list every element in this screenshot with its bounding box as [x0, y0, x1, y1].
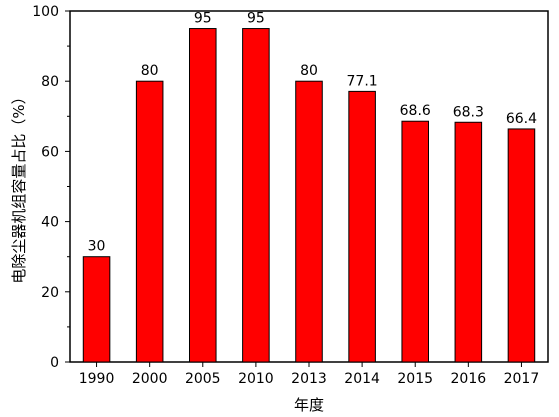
- x-tick-label-2010: 2010: [238, 371, 274, 387]
- x-tick-label-2017: 2017: [504, 371, 540, 387]
- value-label-1990: 30: [88, 239, 106, 255]
- value-label-2015: 68.6: [400, 103, 431, 119]
- x-tick-label-2016: 2016: [451, 371, 487, 387]
- y-tick-label-100: 100: [32, 4, 59, 20]
- x-tick-label-1990: 1990: [79, 371, 115, 387]
- bar-2013: [295, 80, 323, 363]
- x-tick-label-2015: 2015: [397, 371, 433, 387]
- y-tick-label-20: 20: [41, 285, 59, 301]
- bar-2017: [507, 128, 536, 363]
- bar-1990: [82, 256, 111, 363]
- value-label-2005: 95: [194, 11, 212, 27]
- y-axis-title: 电除尘器机组容量占比（%）: [10, 89, 28, 283]
- value-label-2017: 66.4: [506, 111, 537, 127]
- value-label-2000: 80: [141, 63, 159, 79]
- y-tick-label-60: 60: [41, 144, 59, 160]
- y-tick-label-40: 40: [41, 215, 59, 231]
- x-tick-label-2005: 2005: [185, 371, 221, 387]
- x-axis-title: 年度: [294, 396, 324, 414]
- bar-2014: [348, 90, 376, 363]
- bar-2005: [189, 28, 217, 363]
- y-tick-label-0: 0: [50, 355, 59, 371]
- value-label-2014: 77.1: [347, 73, 378, 89]
- bar-2000: [135, 80, 164, 363]
- value-label-2016: 68.3: [453, 104, 484, 120]
- value-label-2013: 80: [300, 63, 318, 79]
- x-tick-label-2000: 2000: [132, 371, 168, 387]
- x-tick-label-2014: 2014: [344, 371, 380, 387]
- x-tick-label-2013: 2013: [291, 371, 327, 387]
- bar-2015: [401, 120, 430, 363]
- bar-2016: [454, 121, 483, 363]
- value-label-2010: 95: [247, 11, 265, 27]
- y-tick-label-80: 80: [41, 74, 59, 90]
- bar-2010: [242, 28, 270, 363]
